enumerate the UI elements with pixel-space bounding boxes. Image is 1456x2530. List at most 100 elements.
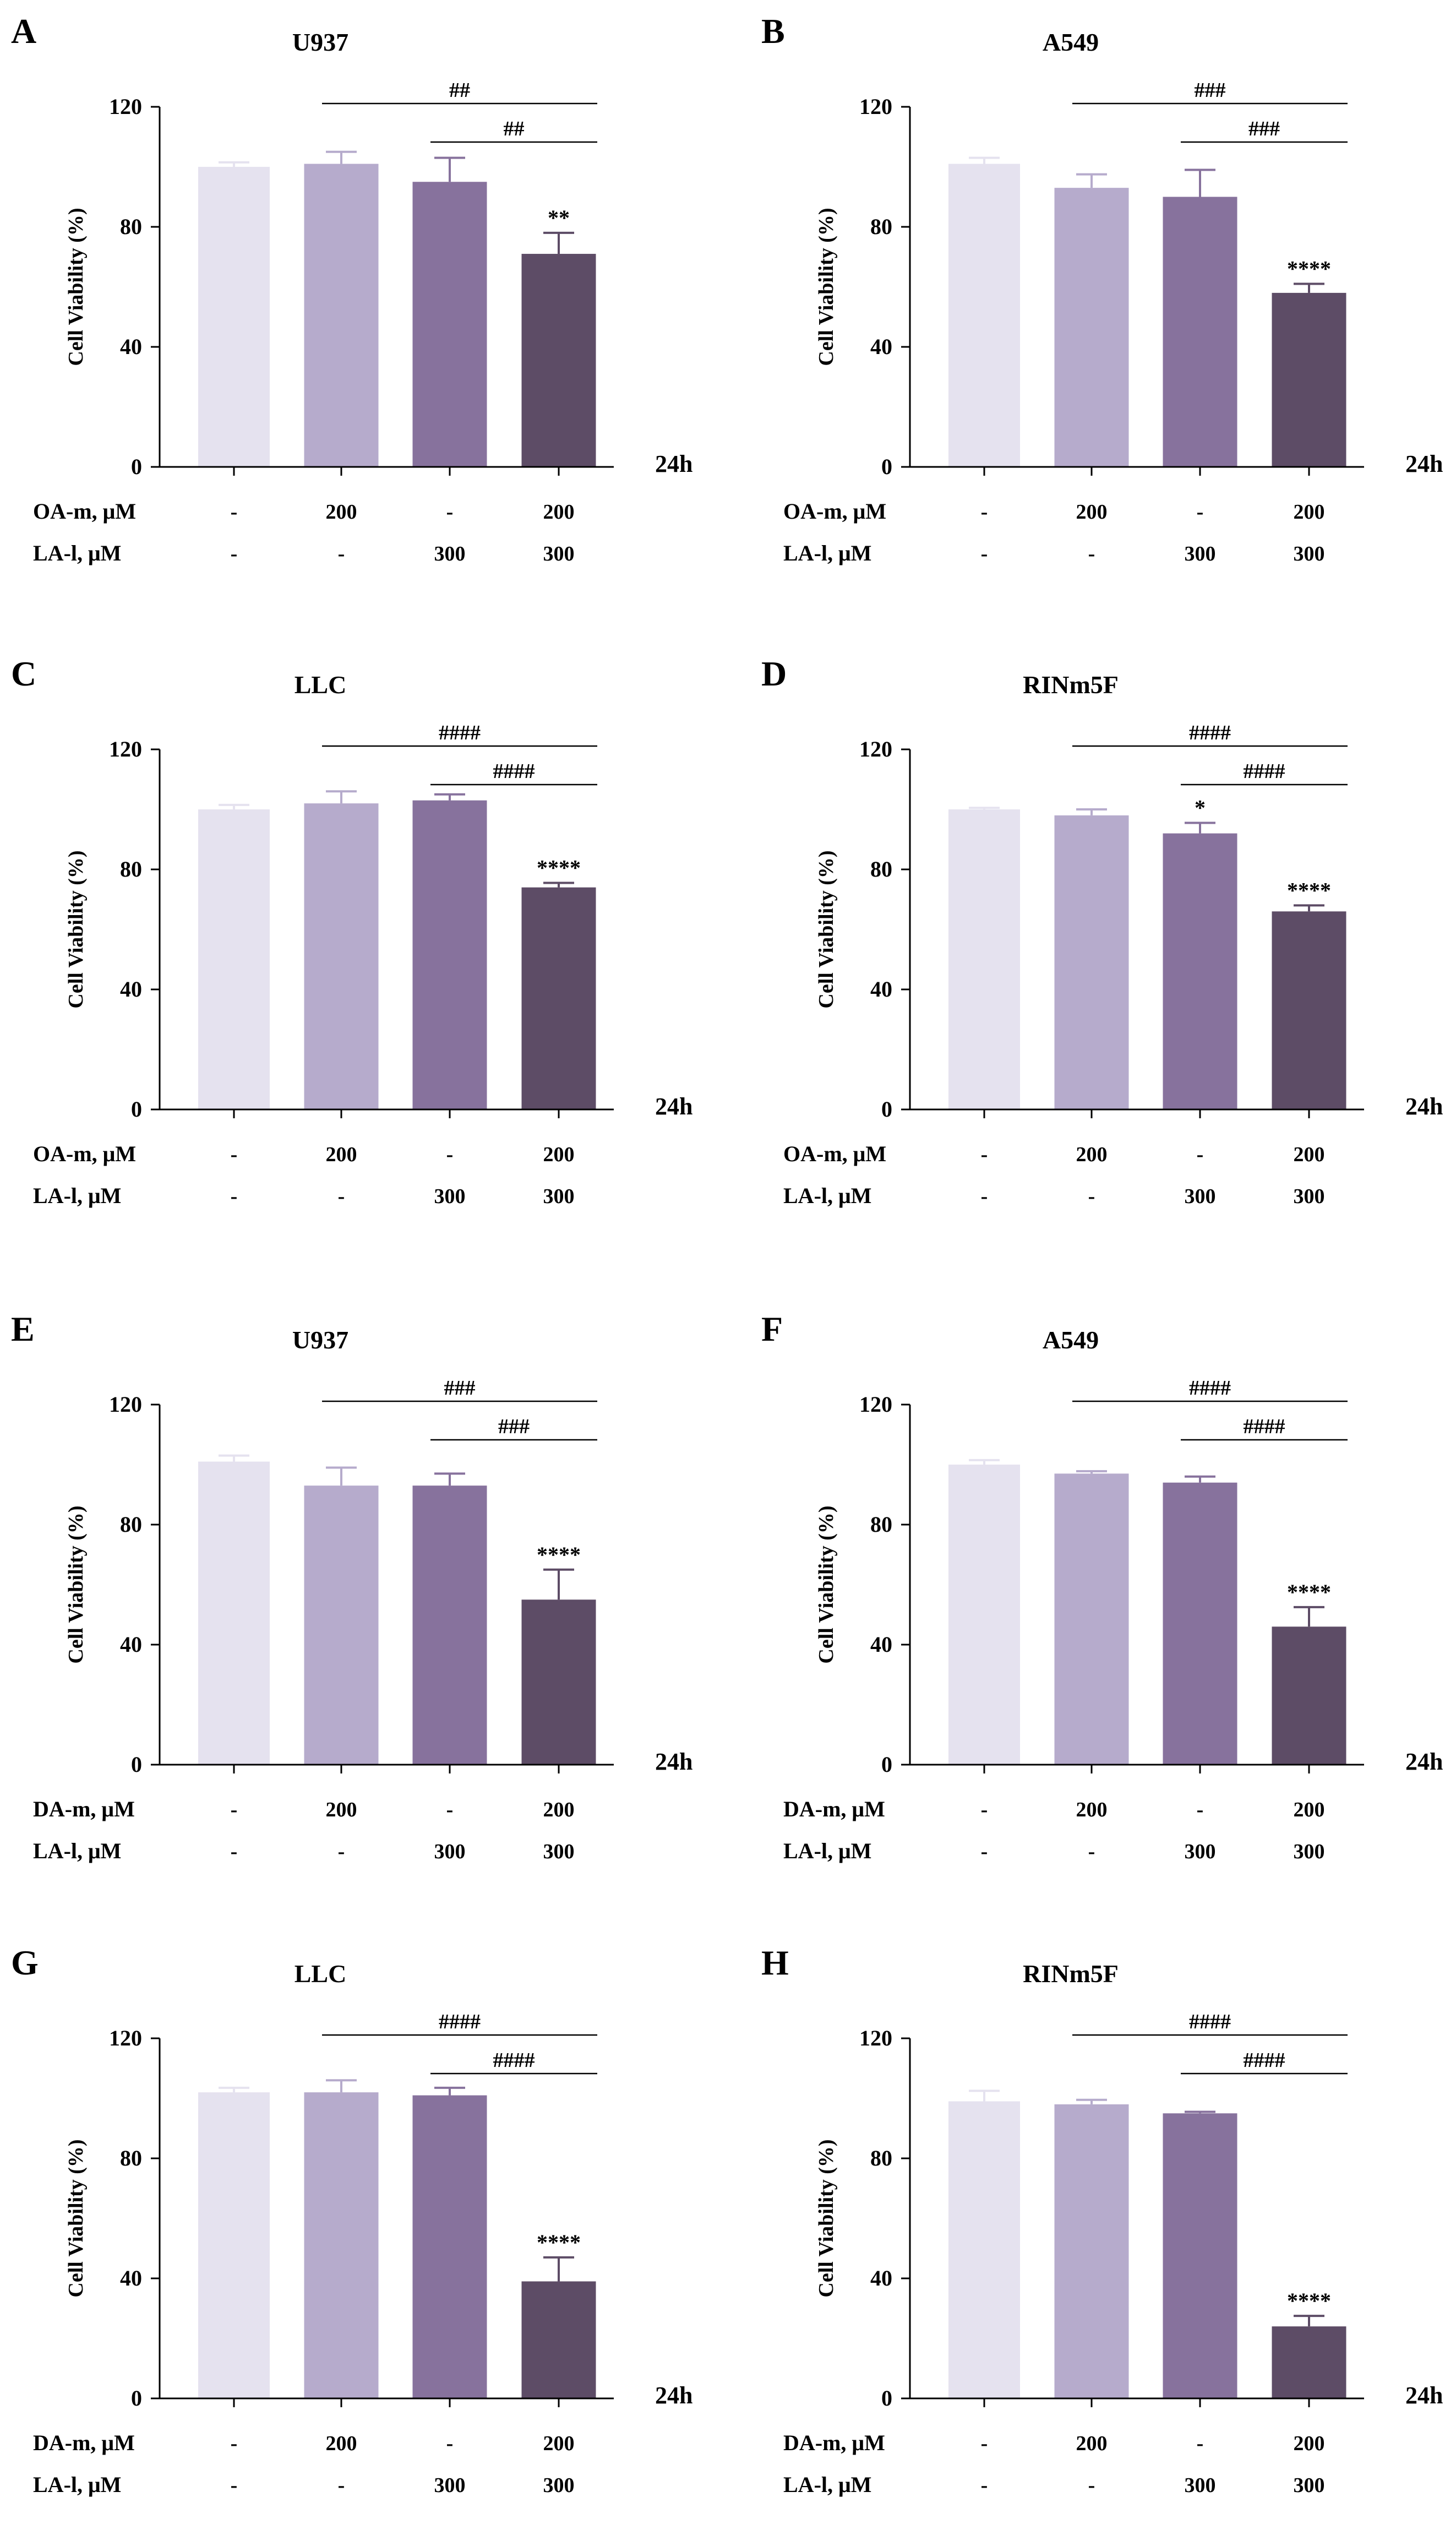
panel-h-y-tick-label: 40	[870, 2266, 892, 2290]
panel-b-bracket-label-2: ###	[1248, 117, 1280, 140]
panel-d-treatment-value: -	[981, 1143, 988, 1166]
panel-e-letter: E	[11, 1309, 35, 1348]
panel-a-treatment-value: -	[338, 542, 345, 565]
panel-g-y-tick-label: 0	[131, 2386, 142, 2411]
panel-g-treatment-value: 300	[543, 2474, 575, 2497]
panel-d-bracket-label-1: ####	[1189, 721, 1231, 744]
panel-e-bar-4	[521, 1599, 596, 1765]
panel-a-timepoint: 24h	[655, 450, 692, 477]
panel-b-bar-1	[948, 164, 1020, 467]
panel-g: G LLC **** 0 40 80 120 Cell Viability (%) 24h DA-…	[11, 1943, 692, 2497]
panel-f-treatment-value: 200	[1294, 1798, 1325, 1821]
panel-g-bracket-label-2: ####	[493, 2049, 535, 2072]
panel-c-y-tick-label: 80	[120, 857, 142, 882]
panel-e-y-label: Cell Viability (%)	[64, 1505, 88, 1663]
panel-f-y-tick-label: 0	[881, 1752, 892, 1777]
panel-a-treatment-label-2: LA-l, μM	[33, 541, 121, 565]
panel-d-timepoint: 24h	[1405, 1093, 1443, 1120]
panel-d-treatment-value: -	[981, 1185, 988, 1208]
panel-c-bar-4	[521, 887, 596, 1109]
panel-c-timepoint: 24h	[655, 1093, 692, 1120]
panel-f-treatment-label-1: DA-m, μM	[783, 1797, 885, 1821]
panel-c-y-tick-label: 120	[109, 737, 142, 761]
panel-b-y-tick-label: 120	[859, 94, 892, 119]
panel-h: H RINm5F **** 0 40 80 120 Cell Viability (%) 24h…	[761, 1943, 1443, 2497]
panel-a-y-tick-label: 0	[131, 454, 142, 479]
panel-f-treatment-label-2: LA-l, μM	[783, 1838, 871, 1863]
panel-h-y-tick-label: 80	[870, 2146, 892, 2170]
panel-e-significance-4: ****	[537, 1542, 581, 1567]
panel-d-significance-3: *	[1195, 796, 1206, 820]
panel-h-bar-4	[1272, 2326, 1346, 2398]
panel-d-y-tick-label: 40	[870, 977, 892, 1002]
panel-e-bracket-label-1: ###	[444, 1376, 476, 1400]
panel-b-y-tick-label: 0	[881, 454, 892, 479]
panel-h-treatment-label-2: LA-l, μM	[783, 2472, 871, 2497]
panel-c-bracket-label-1: ####	[439, 721, 481, 744]
panel-g-bar-3	[412, 2095, 487, 2398]
panel-h-letter: H	[761, 1943, 789, 1982]
panel-a-significance-4: **	[548, 205, 570, 230]
panel-h-treatment-value: 300	[1185, 2474, 1216, 2497]
panel-e-treatment-value: 200	[326, 1798, 357, 1821]
panel-b-bar-4	[1272, 292, 1346, 467]
panel-h-treatment-value: -	[1197, 2432, 1204, 2455]
panel-g-treatment-value: -	[446, 2432, 454, 2455]
panel-c-bracket-label-2: ####	[493, 760, 535, 783]
panel-d-treatment-value: 200	[1076, 1143, 1108, 1166]
panel-f-y-label: Cell Viability (%)	[815, 1505, 838, 1663]
panel-g-treatment-value: 200	[543, 2432, 575, 2455]
panel-f-y-tick-label: 40	[870, 1632, 892, 1657]
panel-g-bar-1	[198, 2092, 270, 2398]
panel-g-treatment-label-1: DA-m, μM	[33, 2430, 135, 2455]
panel-c-treatment-value: -	[231, 1143, 238, 1166]
panel-g-letter: G	[11, 1943, 39, 1982]
panel-b-significance-4: ****	[1287, 257, 1331, 281]
panel-f-y-tick-label: 80	[870, 1512, 892, 1537]
panel-a-bar-2	[304, 164, 379, 467]
panel-c-bar-3	[412, 800, 487, 1109]
panel-g-y-tick-label: 80	[120, 2146, 142, 2170]
panel-a-bar-1	[198, 167, 270, 467]
panel-d-bar-3	[1163, 833, 1237, 1109]
panel-e-treatment-label-1: DA-m, μM	[33, 1797, 135, 1821]
panel-g-significance-4: ****	[537, 2230, 581, 2255]
panel-e-y-tick-label: 120	[109, 1392, 142, 1417]
panel-g-y-tick-label: 40	[120, 2266, 142, 2290]
panel-g-treatment-value: 200	[326, 2432, 357, 2455]
panel-f-bracket-label-1: ####	[1189, 1376, 1231, 1400]
panel-h-treatment-label-1: DA-m, μM	[783, 2430, 885, 2455]
panel-h-bracket-label-2: ####	[1244, 2049, 1285, 2072]
panel-h-y-tick-label: 120	[859, 2026, 892, 2050]
panel-d-y-label: Cell Viability (%)	[815, 850, 838, 1008]
panel-e-y-tick-label: 0	[131, 1752, 142, 1777]
panel-e-treatment-value: 300	[543, 1840, 575, 1863]
panel-d-letter: D	[761, 654, 787, 693]
panel-g-title: LLC	[295, 1960, 347, 1988]
panel-e-y-tick-label: 40	[120, 1632, 142, 1657]
panel-a-treatment-value: 200	[326, 500, 357, 524]
panel-e-y-tick-label: 80	[120, 1512, 142, 1537]
panel-c-treatment-value: -	[231, 1185, 238, 1208]
panel-f-treatment-value: -	[981, 1840, 988, 1863]
panel-e-treatment-value: 200	[543, 1798, 575, 1821]
panel-h-treatment-value: 200	[1294, 2432, 1325, 2455]
panel-a-treatment-value: 300	[434, 542, 466, 565]
panel-a-bar-3	[412, 182, 487, 467]
panel-b-treatment-value: -	[981, 500, 988, 524]
panel-c-treatment-value: 200	[326, 1143, 357, 1166]
panel-d-title: RINm5F	[1023, 671, 1119, 699]
panel-h-significance-4: ****	[1287, 2288, 1331, 2313]
panel-c: C LLC **** 0 40 80 120 Cell Viability (%) 24h OA-…	[11, 654, 692, 1208]
panel-b-bracket-label-1: ###	[1195, 79, 1226, 102]
panel-g-bar-2	[304, 2092, 379, 2398]
panel-e-bracket-label-2: ###	[498, 1415, 530, 1438]
panel-b-treatment-value: 300	[1294, 542, 1325, 565]
panel-e-treatment-value: -	[231, 1798, 238, 1821]
panel-c-bar-1	[198, 809, 270, 1109]
panel-d-treatment-value: -	[1197, 1143, 1204, 1166]
panel-a-treatment-value: 200	[543, 500, 575, 524]
panel-h-bar-1	[948, 2101, 1020, 2398]
panel-c-treatment-label-2: LA-l, μM	[33, 1183, 121, 1208]
panel-c-significance-4: ****	[537, 856, 581, 880]
